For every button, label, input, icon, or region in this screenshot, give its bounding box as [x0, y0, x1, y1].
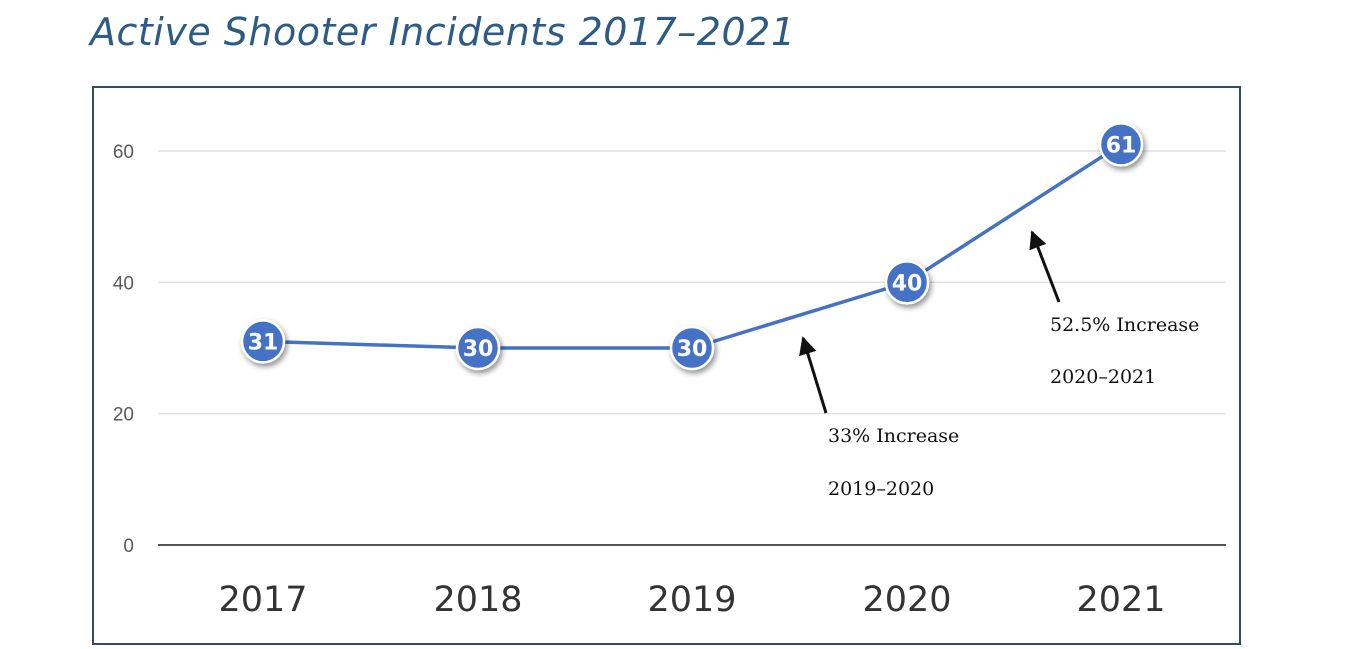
x-tick-label-2017: 2017 [218, 580, 307, 620]
annotation-2020-2021-label: 2020–2021 [1050, 366, 1157, 388]
y-tick-label-60: 60 [113, 142, 134, 163]
annotation-33-increase-label: 33% Increase [828, 425, 960, 447]
data-point-2017 [240, 319, 286, 364]
x-tick-label-2018: 2018 [433, 580, 522, 620]
y-tick-label-40: 40 [113, 273, 134, 294]
chart-title: Active Shooter Incidents 2017–2021 [90, 10, 796, 54]
y-tick-label-0: 0 [123, 536, 134, 557]
annotation-52-5-increase-label: 52.5% Increase [1050, 314, 1200, 336]
data-label-2018: 30 [463, 337, 494, 362]
x-tick-label-2021: 2021 [1076, 580, 1165, 620]
annotation-2019-2020-label: 2019–2020 [828, 478, 935, 500]
series-line-0 [262, 142, 1122, 350]
x-tick-label-2020: 2020 [862, 580, 951, 620]
data-label-2020: 40 [892, 271, 923, 296]
data-point-2019 [669, 325, 715, 371]
grid-layer [158, 150, 1226, 415]
data-point-2020 [884, 260, 930, 305]
y-tick-label-20: 20 [113, 405, 134, 426]
data-label-2021: 61 [1106, 133, 1137, 158]
data-point-2018 [455, 325, 501, 371]
axis-layer: 0 20 40 60 2017 2018 2019 2020 2021 [113, 142, 1226, 620]
annotation-arrow-2020-2021 [1029, 230, 1061, 303]
chart-frame [92, 86, 1241, 645]
marker-layer: 31 30 30 40 61 [240, 122, 1144, 371]
annotation-arrow-2019-2020 [799, 336, 828, 414]
annotation-layer [799, 230, 1061, 414]
series-layer [262, 142, 1122, 350]
data-label-2017: 31 [248, 330, 279, 355]
data-label-2019: 30 [677, 337, 708, 362]
x-tick-label-2019: 2019 [647, 580, 736, 620]
data-point-2021 [1098, 122, 1144, 167]
